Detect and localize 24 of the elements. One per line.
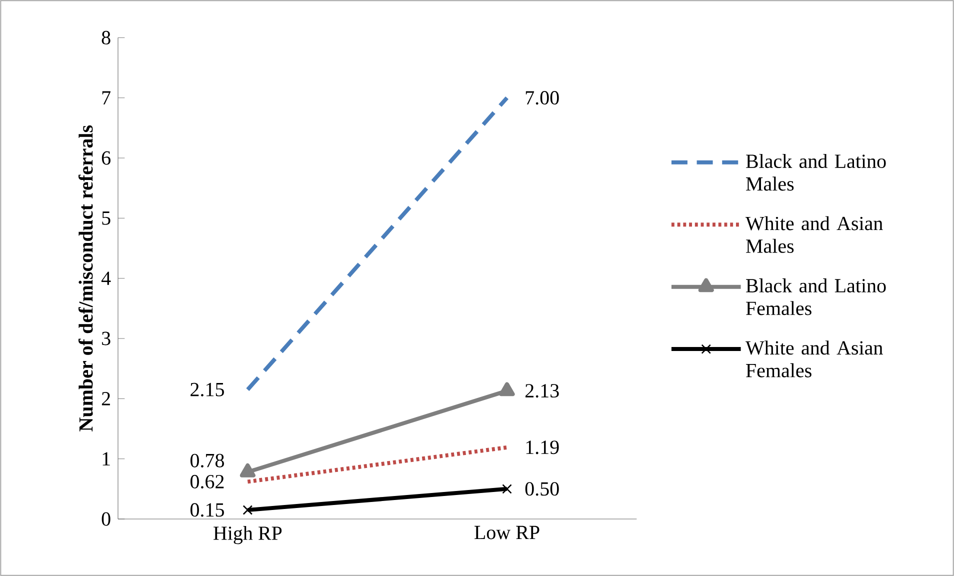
y-tick-label: 5 bbox=[102, 212, 110, 225]
data-label: 7.00 bbox=[526, 91, 559, 105]
legend-label: White and Asian Males bbox=[745, 216, 883, 253]
data-label: 2.15 bbox=[190, 382, 224, 396]
y-tick-label: 8 bbox=[102, 30, 110, 44]
legend-label: Black and Latino Females bbox=[746, 278, 886, 316]
data-label: 0.78 bbox=[190, 454, 224, 468]
y-tick-label: 1 bbox=[102, 452, 110, 466]
data-label: 0.50 bbox=[525, 482, 559, 496]
legend-label: Black and Latino Males bbox=[746, 154, 886, 191]
y-tick-label: 4 bbox=[101, 272, 111, 285]
data-label: 2.13 bbox=[525, 384, 559, 398]
y-tick-label: 0 bbox=[102, 512, 110, 526]
data-label: 1.19 bbox=[526, 440, 559, 454]
legend-label: White and Asian Females bbox=[745, 340, 883, 378]
y-tick-label: 3 bbox=[102, 332, 110, 346]
data-label: 0.62 bbox=[190, 474, 224, 488]
x-tick-label: High RP bbox=[214, 526, 282, 544]
x-tick-label: Low RP bbox=[474, 526, 540, 540]
y-tick-label: 6 bbox=[102, 151, 110, 165]
y-tick-label: 7 bbox=[102, 91, 110, 104]
y-tick-label: 2 bbox=[102, 392, 110, 406]
y-axis-title: Number of def/misconduct referrals bbox=[78, 125, 93, 432]
data-label: 0.15 bbox=[190, 503, 224, 517]
